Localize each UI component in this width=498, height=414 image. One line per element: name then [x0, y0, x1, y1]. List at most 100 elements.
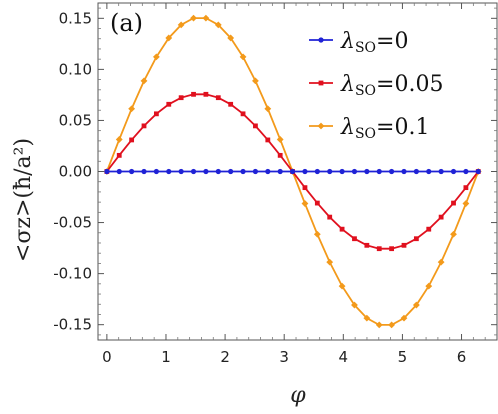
data-point — [314, 200, 320, 206]
data-point — [214, 21, 222, 29]
data-point — [388, 321, 396, 329]
x-tick-label: 2 — [220, 348, 230, 366]
data-point — [115, 136, 123, 143]
legend-entry: λSO=0 — [340, 29, 408, 56]
data-point — [462, 200, 470, 207]
data-point — [438, 214, 444, 220]
data-point — [191, 91, 196, 97]
data-point — [253, 123, 258, 129]
y-tick-label: 0.15 — [59, 9, 92, 27]
data-point — [451, 200, 456, 206]
data-point — [326, 258, 334, 266]
data-point — [116, 168, 122, 175]
data-point — [129, 137, 135, 143]
legend-entry: λSO=0.1 — [340, 115, 429, 142]
y-tick-label: -0.05 — [53, 214, 92, 232]
y-tick-label: -0.10 — [53, 265, 92, 283]
data-point — [327, 214, 333, 220]
data-point — [413, 236, 419, 242]
x-tick-label: 6 — [457, 348, 467, 366]
data-point — [426, 226, 432, 232]
data-point — [450, 230, 457, 238]
data-point — [376, 246, 382, 252]
data-point — [352, 236, 357, 242]
data-point — [228, 101, 234, 107]
series-0 — [104, 168, 481, 175]
x-tick-label: 5 — [398, 348, 408, 366]
data-point — [203, 91, 209, 97]
data-point — [437, 258, 445, 266]
data-point — [376, 168, 382, 175]
data-point — [301, 200, 309, 207]
data-point — [177, 21, 185, 29]
data-point — [240, 168, 246, 175]
data-point — [152, 53, 160, 61]
data-point — [302, 185, 308, 191]
data-point — [389, 246, 395, 252]
data-point — [153, 168, 159, 175]
data-point — [129, 168, 135, 175]
data-point — [314, 168, 320, 175]
data-point — [363, 314, 371, 322]
data-point — [141, 168, 147, 175]
data-point — [463, 168, 469, 175]
data-point — [338, 282, 346, 290]
data-point — [450, 168, 457, 175]
x-tick-label: 1 — [161, 348, 171, 366]
data-point — [265, 168, 271, 175]
y-tick-label: 0.10 — [59, 60, 92, 78]
data-point — [215, 168, 221, 175]
legend-entry: λSO=0.05 — [340, 72, 443, 99]
data-point — [276, 136, 284, 143]
y-tick-label: -0.15 — [53, 316, 92, 334]
data-point — [277, 152, 283, 158]
data-point — [426, 168, 432, 175]
ticks-layer: 0 1 2 3 4 5 6 -0.15 -0.10 -0.05 0.00 0.05 0.10 0.15 — [53, 3, 497, 366]
data-point — [141, 123, 147, 129]
x-tick-label: 0 — [102, 348, 112, 366]
y-tick-label: 0.00 — [59, 163, 92, 181]
data-point — [401, 168, 407, 175]
data-point — [265, 137, 271, 143]
data-point — [116, 152, 122, 158]
data-point — [327, 168, 333, 175]
data-point — [475, 168, 481, 175]
x-tick-label: 3 — [279, 348, 289, 366]
data-point — [202, 14, 210, 22]
data-point — [401, 242, 407, 248]
y-axis-title: <σz>(ħ/a²) — [11, 138, 36, 262]
series-layer — [103, 14, 482, 329]
data-point — [463, 185, 469, 191]
panel-label: (a) — [110, 9, 143, 37]
data-point — [190, 168, 197, 175]
data-point — [339, 226, 345, 232]
data-point — [264, 105, 272, 113]
data-point — [413, 168, 419, 175]
x-axis-title: φ — [290, 383, 306, 408]
data-point — [389, 168, 395, 175]
data-point — [140, 77, 148, 85]
data-point — [178, 95, 184, 101]
data-point — [252, 168, 259, 175]
data-point — [104, 168, 110, 175]
data-point — [128, 105, 136, 113]
data-point — [178, 168, 184, 175]
y-axis-title-group: <σz>(ħ/a²) — [11, 138, 36, 262]
data-point — [425, 282, 433, 290]
x-tick-label: 4 — [339, 348, 349, 366]
data-point — [227, 34, 235, 42]
data-point — [412, 301, 420, 309]
data-point — [252, 77, 259, 85]
data-point — [239, 53, 247, 61]
data-point — [153, 111, 159, 117]
legend: λSO=0 λSO=0.05 λSO=0.1 — [309, 29, 443, 142]
data-point — [165, 34, 173, 42]
data-point — [400, 314, 408, 322]
y-tick-label: 0.05 — [59, 111, 92, 129]
data-point — [364, 242, 370, 248]
legend-swatch-marker — [318, 37, 324, 43]
data-point — [351, 301, 358, 309]
legend-swatch-marker — [318, 80, 324, 86]
data-point — [166, 101, 172, 107]
